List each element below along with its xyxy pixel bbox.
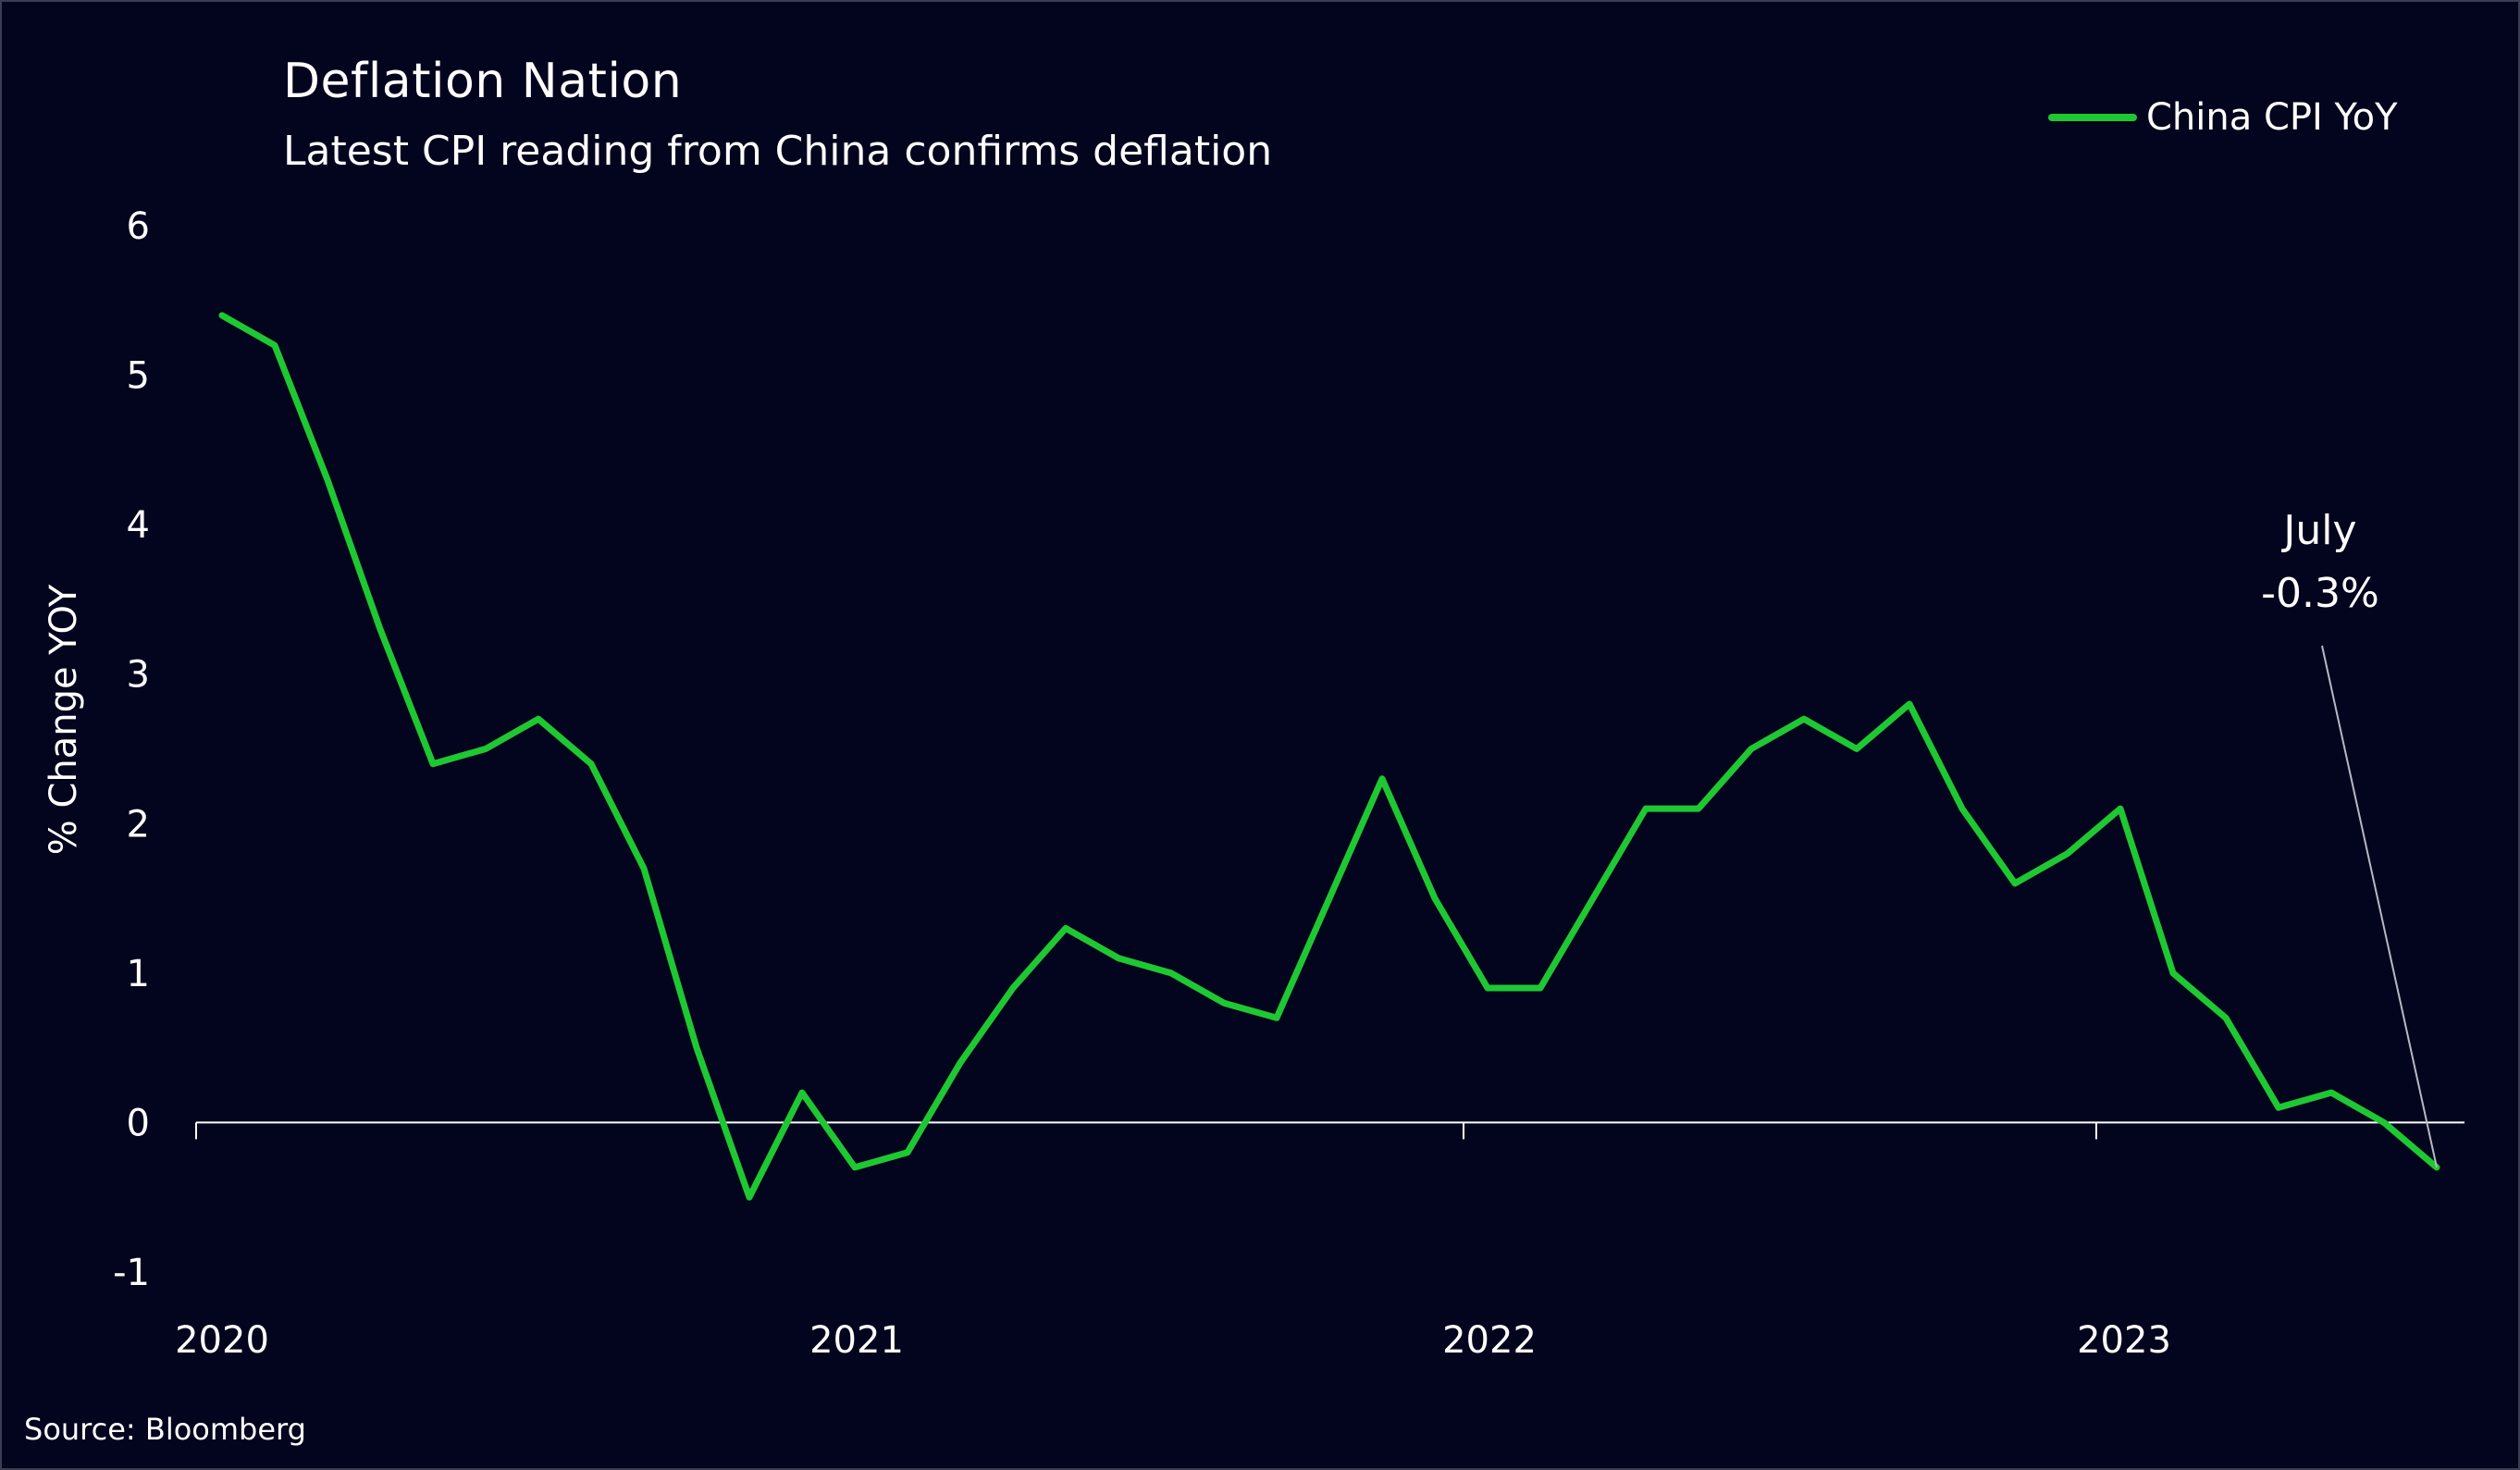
series-layer bbox=[218, 312, 2440, 1201]
y-axis-ticks: 6 5 4 3 2 1 0 -1 bbox=[113, 205, 150, 1294]
y-tick-label: 4 bbox=[127, 504, 150, 547]
legend-swatch-china-cpi bbox=[2048, 114, 2137, 121]
data-point bbox=[588, 760, 594, 767]
legend: China CPI YoY bbox=[2048, 96, 2398, 139]
data-point bbox=[219, 312, 225, 318]
y-tick-label: 5 bbox=[127, 355, 150, 398]
x-axis-ticks: 2020 2021 2022 2023 bbox=[175, 1122, 2171, 1362]
data-point bbox=[1696, 806, 1701, 812]
data-point bbox=[957, 1059, 963, 1066]
y-tick-label: 0 bbox=[127, 1102, 150, 1144]
data-point bbox=[2118, 806, 2123, 812]
data-point bbox=[2012, 880, 2018, 886]
data-point bbox=[1959, 806, 1965, 812]
data-point bbox=[536, 716, 541, 723]
data-point bbox=[2170, 970, 2176, 976]
x-tick-label: 2020 bbox=[175, 1319, 269, 1362]
x-tick-label: 2023 bbox=[2077, 1319, 2171, 1362]
data-point bbox=[1801, 716, 1807, 723]
data-point bbox=[799, 1090, 805, 1096]
annotation-layer: July -0.3% bbox=[2261, 507, 2438, 1168]
data-point bbox=[2329, 1090, 2334, 1096]
data-point bbox=[1379, 775, 1385, 782]
annotation-label-value: -0.3% bbox=[2261, 570, 2379, 617]
annotation-label-month: July bbox=[2280, 507, 2356, 554]
x-tick-label: 2022 bbox=[1442, 1319, 1537, 1362]
data-point bbox=[483, 746, 488, 752]
data-point bbox=[325, 476, 330, 483]
data-point bbox=[1590, 896, 1596, 902]
data-point bbox=[1063, 925, 1069, 932]
data-point bbox=[694, 1044, 699, 1051]
data-point bbox=[1907, 701, 1912, 707]
data-point bbox=[905, 1149, 910, 1155]
data-point bbox=[1168, 970, 1174, 976]
data-point bbox=[1274, 1015, 1279, 1021]
chart-subtitle: Latest CPI reading from China confirms d… bbox=[283, 128, 1273, 175]
data-point bbox=[2381, 1119, 2387, 1126]
y-tick-label: 1 bbox=[127, 953, 150, 995]
data-point bbox=[2276, 1105, 2281, 1111]
data-point bbox=[1010, 985, 1016, 991]
y-tick-label: 6 bbox=[127, 205, 150, 248]
data-point bbox=[1538, 985, 1543, 991]
data-point bbox=[1221, 1000, 1227, 1007]
series-line-china-cpi bbox=[218, 312, 2440, 1201]
data-point bbox=[2065, 850, 2070, 857]
data-point bbox=[747, 1194, 752, 1201]
data-point bbox=[430, 760, 436, 767]
data-point bbox=[1327, 896, 1332, 902]
y-axis-title: % Change YOY bbox=[43, 584, 85, 855]
y-tick-label: 3 bbox=[127, 654, 150, 697]
data-point bbox=[2223, 1015, 2229, 1021]
data-point bbox=[1854, 746, 1859, 752]
data-point bbox=[377, 626, 383, 633]
data-point bbox=[641, 865, 647, 871]
data-point bbox=[1432, 896, 1438, 902]
y-tick-label: 2 bbox=[127, 803, 150, 846]
source-note: Source: Bloomberg bbox=[24, 1412, 306, 1447]
annotation-leader-line bbox=[2321, 645, 2438, 1168]
data-point bbox=[1116, 955, 1121, 961]
data-point bbox=[1643, 806, 1649, 812]
data-point bbox=[1485, 985, 1490, 991]
data-point bbox=[272, 342, 278, 349]
data-point bbox=[852, 1164, 858, 1170]
y-tick-label: -1 bbox=[113, 1252, 150, 1294]
chart-title: Deflation Nation bbox=[283, 54, 683, 109]
data-point bbox=[1748, 746, 1754, 752]
legend-label-china-cpi: China CPI YoY bbox=[2146, 96, 2398, 139]
x-tick-label: 2021 bbox=[809, 1319, 904, 1362]
